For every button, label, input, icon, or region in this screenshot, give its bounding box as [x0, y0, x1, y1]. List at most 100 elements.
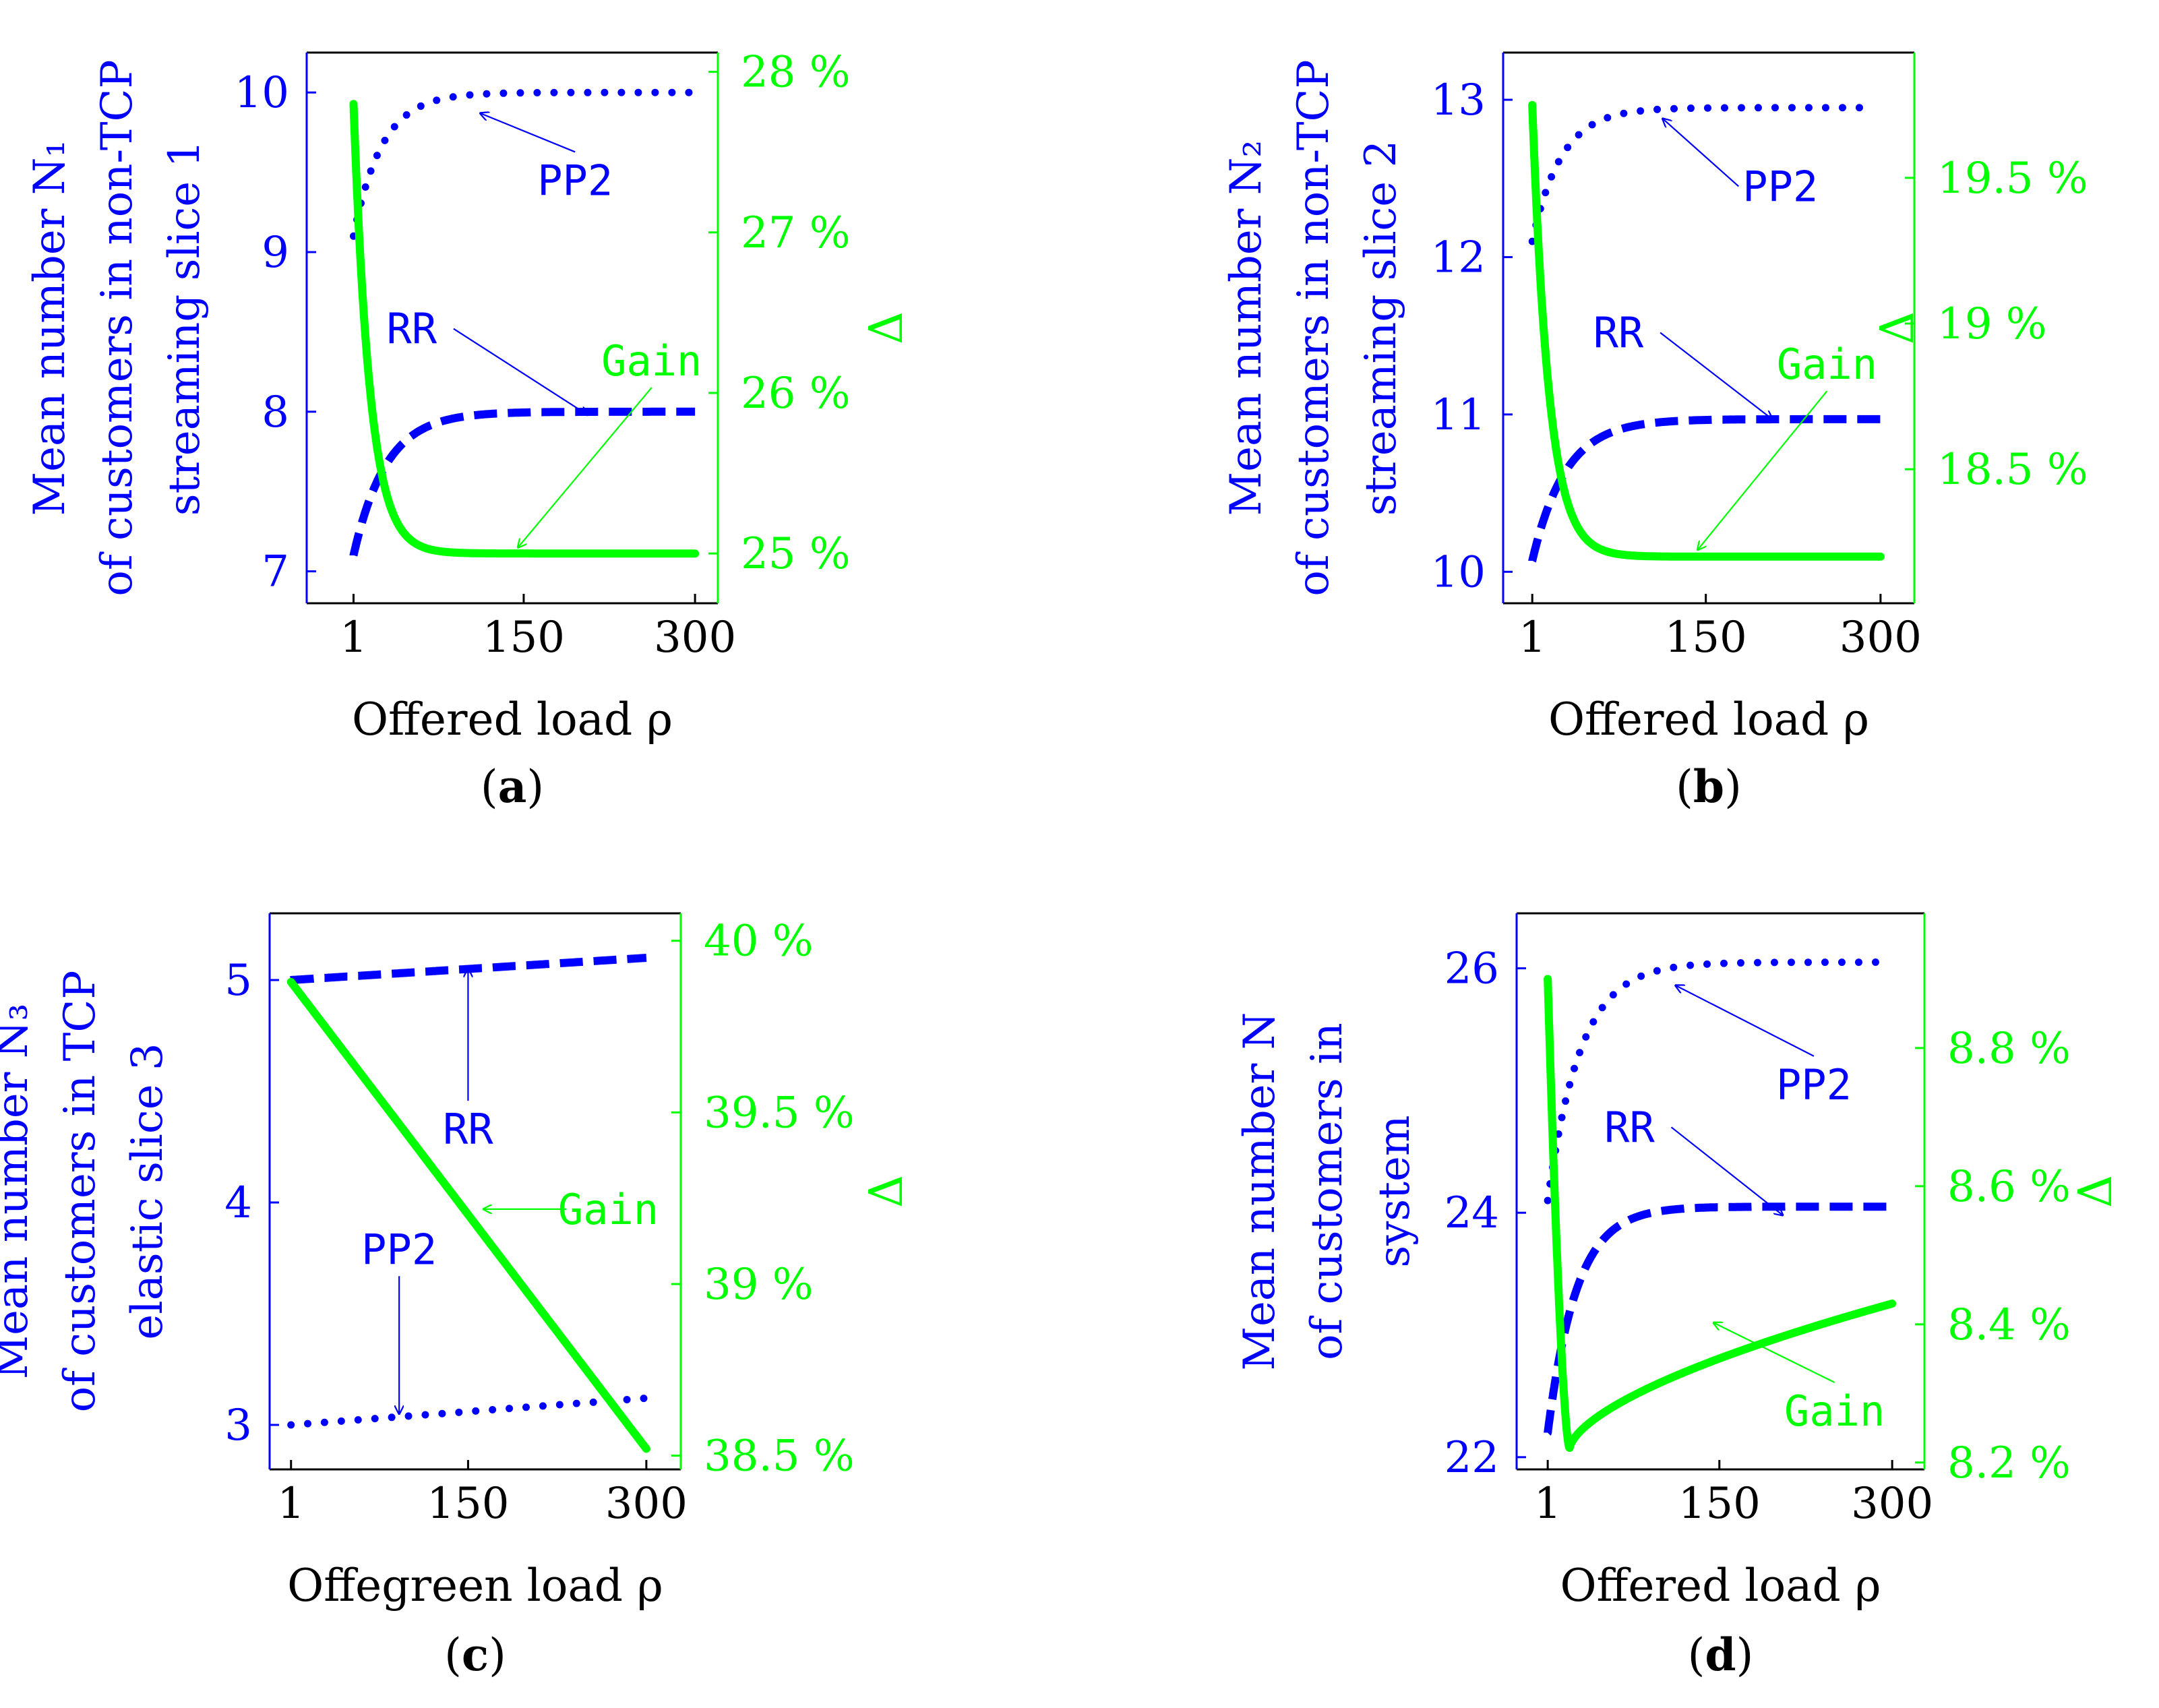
series-rr-line [286, 954, 648, 984]
y-axis-label-line: Mean number N₃ [0, 1004, 38, 1380]
y2-tick-label: 39 % [704, 1260, 814, 1310]
series-gain-line [349, 100, 700, 558]
chart-panel-d: 1 150 300 22 24 26 8.2 % 8.4 % 8.6 % 8.8 % Offered… [1235, 912, 2123, 1681]
y2-tick-label: 38.5 % [704, 1432, 855, 1482]
y-axis-label-line: Mean number N [1235, 1012, 1285, 1370]
y-axis-label-line: Mean number N₁ [25, 140, 75, 516]
annotation-rr-label: RR [443, 1105, 493, 1154]
y-tick-label: 4 [224, 1178, 252, 1228]
y-tick-label: 13 [1431, 75, 1486, 125]
annotation-pp2-label: PP2 [537, 156, 613, 205]
x-axis-label: Offered load ρ [1548, 694, 1869, 745]
panel-caption: (b) [1676, 760, 1742, 813]
caption-paren-close: ) [1736, 1629, 1754, 1681]
y-tick-label: 3 [224, 1401, 252, 1451]
x-tick-label: 150 [483, 613, 565, 663]
caption-paren-close: ) [1724, 761, 1742, 813]
caption-paren-open: ( [1688, 1629, 1705, 1681]
y-tick-label: 10 [1431, 547, 1486, 597]
y-axis-label-line: of customers in TCP [55, 971, 105, 1413]
chart-panel-c: 1 150 300 3 4 5 38.5 % 39 % 39.5 % 40 % Offegreen … [0, 912, 913, 1681]
series-gain-line [1528, 100, 1885, 561]
series-pp2-line [1528, 104, 1873, 245]
x-axis-label: Offered load ρ [352, 694, 673, 745]
x-tick-label: 1 [1534, 1479, 1562, 1529]
y-axis-label-line: of customers in non-TCP [1289, 59, 1339, 596]
x-tick-label: 150 [1665, 613, 1747, 663]
panel-caption: (c) [444, 1628, 506, 1681]
caption-letter: a [498, 760, 527, 813]
y-axis-label-line: of customers in [1302, 1023, 1352, 1360]
caption-letter: d [1705, 1628, 1736, 1681]
y2-tick-label: 19 % [1937, 299, 2047, 349]
y2-tick-label: 26 % [741, 369, 851, 419]
x-tick-label: 300 [1839, 613, 1922, 663]
x-tick-label: 1 [340, 613, 367, 663]
series-pp2-line [350, 88, 699, 240]
annotation-pp2-label: PP2 [1776, 1060, 1852, 1109]
series-rr-line [1528, 415, 1883, 565]
chart-panel-a: 1 150 300 7 8 9 10 25 % 26 % 27 % 28 % Offered load… [25, 48, 913, 813]
y2-tick-label: 40 % [704, 917, 814, 967]
y-axis-label-line: streaming slice 1 [160, 140, 210, 516]
caption-paren-open: ( [481, 761, 498, 813]
annotation-rr-label: RR [1604, 1103, 1655, 1152]
x-tick-label: 300 [1851, 1479, 1933, 1529]
series-pp2-line [287, 1394, 650, 1429]
annotation-pp2-label: PP2 [361, 1225, 437, 1274]
y2-tick-label: 8.2 % [1947, 1438, 2071, 1488]
y2-tick-label: 25 % [741, 529, 851, 579]
annotation-gain-label: Gain [601, 336, 702, 386]
x-tick-label: 1 [277, 1479, 305, 1529]
x-tick-label: 300 [605, 1479, 688, 1529]
annotation-rr-label: RR [1593, 309, 1644, 358]
y2-tick-label: 39.5 % [704, 1088, 855, 1138]
annotation-arrow [1670, 1126, 1782, 1215]
y-axis-label-line: of customers in non-TCP [92, 59, 142, 596]
caption-paren-close: ) [489, 1629, 506, 1681]
y-tick-label: 9 [262, 228, 289, 278]
annotation-arrow [1698, 390, 1828, 549]
annotation-arrow [453, 328, 588, 415]
x-tick-label: 1 [1519, 613, 1546, 663]
series-pp2-line [1544, 958, 1896, 1204]
y2-tick-label: 8.6 % [1947, 1162, 2071, 1212]
y-axis-label-line: system [1370, 1115, 1420, 1267]
y2-axis-label: Δ [860, 1175, 913, 1208]
series-gain-line [1544, 975, 1897, 1453]
y-tick-label: 11 [1431, 390, 1486, 440]
annotation-arrow [1713, 1322, 1835, 1383]
caption-letter: c [462, 1628, 489, 1681]
y2-axis-label: Δ [2069, 1175, 2123, 1208]
y2-tick-label: 28 % [741, 48, 851, 98]
annotation-rr-label: RR [387, 305, 437, 354]
annotation-arrow [518, 387, 652, 547]
annotation-gain-label: Gain [1784, 1386, 1885, 1436]
y-tick-label: 7 [262, 547, 289, 597]
annotation-arrow [1676, 985, 1815, 1057]
y2-tick-label: 18.5 % [1937, 445, 2088, 495]
x-tick-label: 150 [1678, 1479, 1761, 1529]
y2-axis-label: Δ [860, 311, 913, 344]
chart-panel-b: 1 150 300 10 11 12 13 18.5 % 19 % 19.5 % Offered l… [1221, 51, 2088, 813]
x-tick-label: 300 [654, 613, 736, 663]
y-tick-label: 5 [224, 956, 252, 1006]
series-gain-line [286, 977, 650, 1453]
caption-paren-open: ( [444, 1629, 462, 1681]
x-axis-label: Offegreen load ρ [287, 1560, 663, 1612]
y2-tick-label: 19.5 % [1937, 154, 2088, 204]
caption-letter: b [1693, 760, 1724, 813]
caption-paren-open: ( [1676, 761, 1693, 813]
y-tick-label: 10 [235, 68, 289, 118]
y2-tick-label: 8.8 % [1947, 1024, 2071, 1074]
annotation-arrow [1660, 332, 1772, 419]
y2-axis-label: Δ [1871, 311, 1924, 344]
x-axis-label: Offered load ρ [1560, 1560, 1881, 1612]
annotation-gain-label: Gain [558, 1185, 659, 1234]
series-rr-line [349, 407, 698, 559]
annotation-gain-label: Gain [1777, 340, 1877, 389]
panel-caption: (a) [481, 760, 544, 813]
x-tick-label: 150 [427, 1479, 509, 1529]
y2-tick-label: 8.4 % [1947, 1300, 2071, 1350]
